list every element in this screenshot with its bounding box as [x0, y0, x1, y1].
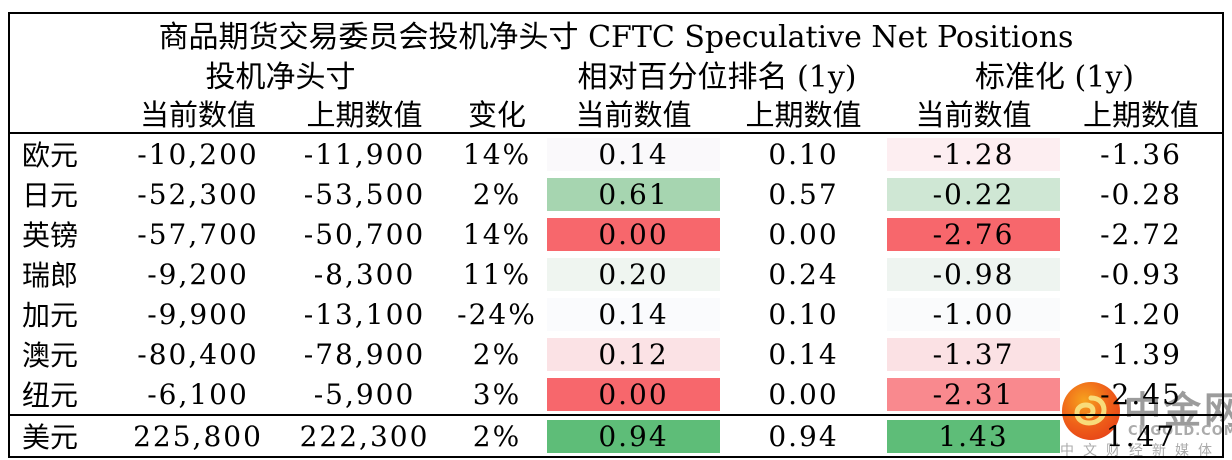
spec-current-cell: -80,400 [137, 337, 259, 371]
std-current-heat-cell: -2.76 [887, 217, 1060, 251]
change-cell: 11% [462, 257, 532, 291]
change-cell: 2% [472, 337, 522, 371]
currency-label: 加元 [22, 299, 79, 332]
std-current-heat-cell: -0.22 [887, 177, 1060, 211]
std-current-heat-cell: -1.00 [887, 297, 1060, 331]
currency-label: 欧元 [22, 139, 79, 172]
pct-previous-cell: 0.00 [768, 377, 839, 411]
pct-previous-cell: 0.94 [768, 419, 839, 453]
std-current-heat-cell: -2.31 [887, 377, 1060, 411]
change-cell: 2% [472, 177, 522, 211]
table-row-cad: 加元 -9,900 -13,100 -24% 0.14 0.10 -1.00 -… [10, 294, 1222, 334]
std-current-heat-cell: 1.43 [887, 419, 1060, 453]
pct-previous-cell: 0.14 [768, 337, 839, 371]
change-cell: 14% [462, 137, 532, 171]
currency-label: 纽元 [22, 379, 79, 412]
spec-current-cell: -57,700 [137, 217, 259, 251]
std-previous-cell: -0.93 [1100, 257, 1182, 291]
table-row-gbp: 英镑 -57,700 -50,700 14% 0.00 0.00 -2.76 -… [10, 214, 1222, 254]
std-previous-cell: -1.36 [1100, 137, 1182, 171]
pct-current-heat-cell: 0.00 [547, 217, 720, 251]
column-header-std-previous: 上期数值 [1082, 98, 1199, 132]
spec-previous-cell: -5,900 [313, 377, 416, 411]
std-previous-cell: 1.47 [1105, 419, 1177, 453]
spec-previous-cell: -11,900 [303, 137, 426, 171]
pct-current-heat-cell: 0.14 [547, 297, 720, 331]
table-row-jpy: 日元 -52,300 -53,500 2% 0.61 0.57 -0.22 -0… [10, 174, 1222, 214]
pct-previous-cell: 0.24 [768, 257, 839, 291]
spec-previous-cell: -8,300 [313, 257, 416, 291]
pct-previous-cell: 0.10 [768, 297, 839, 331]
column-header-row: 当前数值 上期数值 变化 当前数值 上期数值 当前数值 上期数值 [10, 94, 1222, 134]
spec-current-cell: -52,300 [137, 177, 259, 211]
spec-current-cell: 225,800 [133, 419, 263, 453]
group-header-standardized: 标准化 (1y) [975, 60, 1134, 95]
pct-previous-cell: 0.00 [768, 217, 839, 251]
currency-label: 瑞郎 [22, 259, 79, 292]
spec-previous-cell: -50,700 [303, 217, 426, 251]
pct-current-heat-cell: 0.00 [547, 377, 720, 411]
spec-previous-cell: -53,500 [303, 177, 426, 211]
change-cell: 2% [472, 419, 522, 453]
column-header-std-current: 当前数值 [915, 98, 1032, 132]
group-header-percentile: 相对百分位排名 (1y) [577, 60, 857, 95]
spec-current-cell: -6,100 [147, 377, 249, 411]
std-previous-cell: -0.28 [1100, 177, 1182, 211]
std-previous-cell: -1.39 [1100, 337, 1182, 371]
spec-previous-cell: -13,100 [303, 297, 426, 331]
spec-current-cell: -10,200 [137, 137, 259, 171]
std-previous-cell: -2.45 [1100, 377, 1182, 411]
std-current-heat-cell: -0.98 [887, 257, 1060, 291]
cftc-positions-table: 商品期货交易委员会投机净头寸 CFTC Speculative Net Posi… [8, 12, 1224, 458]
currency-label: 英镑 [22, 219, 79, 252]
column-header-change: 变化 [467, 98, 526, 132]
currency-label: 澳元 [22, 339, 79, 372]
table-row-aud: 澳元 -80,400 -78,900 2% 0.12 0.14 -1.37 -1… [10, 334, 1222, 374]
column-header-spec-previous: 上期数值 [306, 98, 423, 132]
std-previous-cell: -1.20 [1100, 297, 1182, 331]
spec-previous-cell: -78,900 [303, 337, 426, 371]
change-cell: 14% [462, 217, 532, 251]
currency-label: 日元 [22, 179, 79, 212]
pct-previous-cell: 0.10 [768, 137, 839, 171]
table-row-usd: 美元 225,800 222,300 2% 0.94 0.94 1.43 1.4… [10, 414, 1222, 456]
table-row-nzd: 纽元 -6,100 -5,900 3% 0.00 0.00 -2.31 -2.4… [10, 374, 1222, 414]
pct-current-heat-cell: 0.12 [547, 337, 720, 371]
change-cell: -24% [457, 297, 537, 331]
column-group-header-row: 投机净头寸 相对百分位排名 (1y) 标准化 (1y) [10, 54, 1222, 95]
group-header-speculative: 投机净头寸 [205, 60, 356, 95]
spec-previous-cell: 222,300 [299, 419, 430, 453]
table-row-chf: 瑞郎 -9,200 -8,300 11% 0.20 0.24 -0.98 -0.… [10, 254, 1222, 294]
column-header-pct-current: 当前数值 [575, 98, 692, 132]
column-header-pct-previous: 上期数值 [745, 98, 862, 132]
page-title: 商品期货交易委员会投机净头寸 CFTC Speculative Net Posi… [158, 20, 1074, 55]
pct-current-heat-cell: 0.14 [547, 137, 720, 171]
std-previous-cell: -2.72 [1100, 217, 1182, 251]
table-title-row: 商品期货交易委员会投机净头寸 CFTC Speculative Net Posi… [10, 14, 1222, 55]
pct-previous-cell: 0.57 [768, 177, 839, 211]
pct-current-heat-cell: 0.61 [547, 177, 720, 211]
spec-current-cell: -9,900 [147, 297, 249, 331]
pct-current-heat-cell: 0.20 [547, 257, 720, 291]
table-row-eur: 欧元 -10,200 -11,900 14% 0.14 0.10 -1.28 -… [10, 134, 1222, 174]
currency-label: 美元 [22, 421, 79, 454]
change-cell: 3% [472, 377, 522, 411]
std-current-heat-cell: -1.28 [887, 137, 1060, 171]
spec-current-cell: -9,200 [147, 257, 249, 291]
pct-current-heat-cell: 0.94 [547, 419, 720, 453]
std-current-heat-cell: -1.37 [887, 337, 1060, 371]
column-header-spec-current: 当前数值 [139, 98, 256, 132]
